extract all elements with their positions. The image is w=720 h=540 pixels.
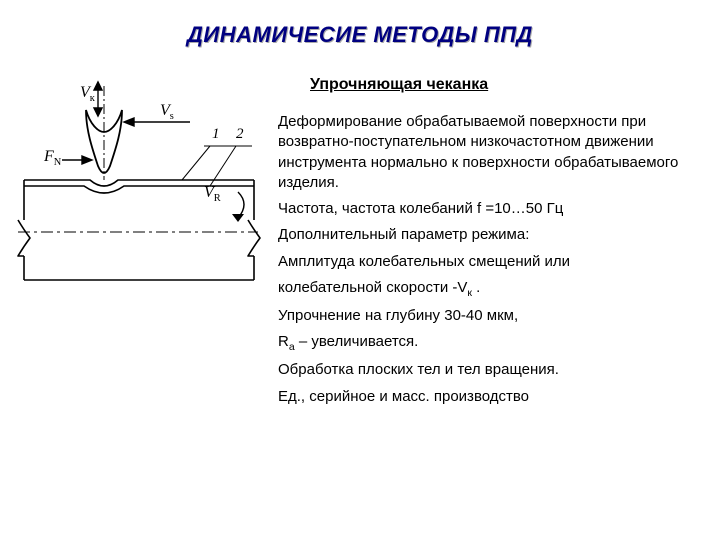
subtitle: Упрочняющая чеканка <box>310 76 488 94</box>
label-fn-sym: F <box>44 148 54 165</box>
para-4: колебательной скорости -Vк . <box>278 278 698 300</box>
vr-arrow <box>232 192 244 222</box>
para-7: Ra – увеличивается. <box>278 332 698 354</box>
label-vr-sub: R <box>214 193 221 204</box>
para-3: Амплитуда колебательных смещений или <box>278 252 698 272</box>
para-9: Ед., серийное и масс. производство <box>278 387 698 407</box>
label-vs-sym: V <box>160 102 170 119</box>
diagram: Vк Vs FN VR 1 2 <box>14 80 262 288</box>
label-vk-sub: к <box>90 93 95 104</box>
vk-arrow <box>94 82 102 116</box>
label-vs-sub: s <box>170 111 174 122</box>
vs-arrow <box>124 118 190 126</box>
label-vk-sym: V <box>80 84 90 101</box>
label-fn-sub: N <box>54 157 62 168</box>
label-vr: VR <box>204 184 221 204</box>
page-title: ДИНАМИЧЕСИЕ МЕТОДЫ ППД <box>0 22 720 48</box>
workpiece <box>18 180 260 280</box>
body-text: Деформирование обрабатываемой поверхност… <box>278 112 698 413</box>
para-6: Упрочнение на глубину 30-40 мкм, <box>278 306 698 326</box>
label-n2: 2 <box>236 126 244 143</box>
label-fn: FN <box>44 148 61 168</box>
label-vr-sym: V <box>204 184 214 201</box>
diagram-svg <box>14 80 262 288</box>
para-0: Деформирование обрабатываемой поверхност… <box>278 112 698 193</box>
label-vs: Vs <box>160 102 174 122</box>
label-n1: 1 <box>212 126 220 143</box>
para-1: Частота, частота колебаний f =10…50 Гц <box>278 199 698 219</box>
para-8: Обработка плоских тел и тел вращения. <box>278 360 698 380</box>
fn-arrow <box>62 156 92 164</box>
page: ДИНАМИЧЕСИЕ МЕТОДЫ ППД Упрочняющая чекан… <box>0 0 720 540</box>
label-vk: Vк <box>80 84 95 104</box>
para-2: Дополнительный параметр режима: <box>278 225 698 245</box>
